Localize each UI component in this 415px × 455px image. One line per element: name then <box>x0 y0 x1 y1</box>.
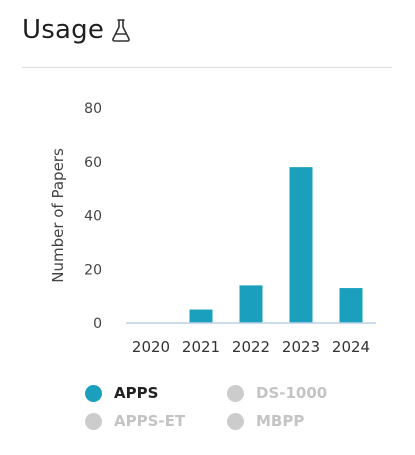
bar-2023[interactable] <box>289 167 313 323</box>
x-tick-label: 2021 <box>182 338 220 356</box>
flask-icon <box>112 19 130 42</box>
page-title: Usage <box>22 15 105 45</box>
bar-2024[interactable] <box>339 288 363 323</box>
y-tick-label: 20 <box>84 262 102 278</box>
y-tick-labels: 0 20 40 60 80 <box>84 101 102 332</box>
bar-2022[interactable] <box>239 285 263 323</box>
legend-item-mbpp[interactable]: MBPP <box>227 412 304 430</box>
x-tick-label: 2020 <box>132 338 170 356</box>
legend-dot-icon <box>85 384 102 402</box>
y-tick-label: 60 <box>84 155 102 171</box>
legend-dot-icon <box>227 384 244 402</box>
y-axis-label: Number of Papers <box>49 148 67 283</box>
bar-2021[interactable] <box>189 309 213 323</box>
bar-chart: 0 20 40 60 80 2020 2021 2022 2023 2024 Number of… <box>49 101 376 356</box>
x-tick-label: 2023 <box>282 338 320 356</box>
legend-dot-icon <box>85 412 102 430</box>
x-tick-label: 2024 <box>332 338 370 356</box>
header: Usage <box>22 12 132 48</box>
legend-item-apps-et[interactable]: APPS-ET <box>85 412 185 430</box>
legend-dot-icon <box>227 412 244 430</box>
legend-label: APPS-ET <box>114 412 186 430</box>
legend-label: MBPP <box>256 412 305 430</box>
legend-label: DS-1000 <box>256 384 328 402</box>
y-tick-label: 40 <box>84 209 102 225</box>
x-tick-label: 2022 <box>232 338 270 356</box>
legend-item-apps[interactable]: APPS <box>85 384 158 402</box>
y-tick-label: 80 <box>84 101 102 117</box>
divider <box>22 67 392 68</box>
bars <box>189 167 363 323</box>
legend-label: APPS <box>114 384 159 402</box>
x-tick-labels: 2020 2021 2022 2023 2024 <box>132 338 370 356</box>
legend-item-ds-1000[interactable]: DS-1000 <box>227 384 327 402</box>
y-tick-label: 0 <box>93 316 102 332</box>
